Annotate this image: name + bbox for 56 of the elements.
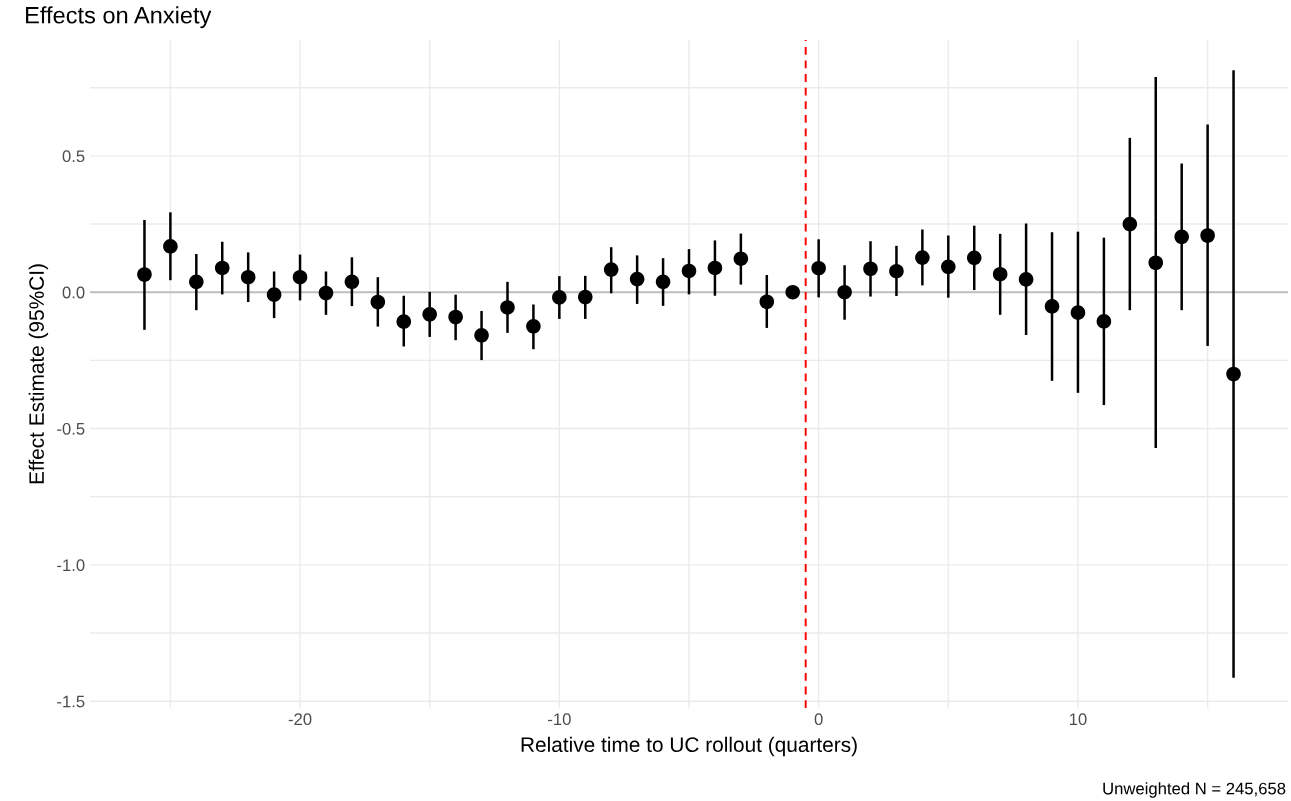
text: Unweighted N = 245,658 (1103, 782, 1286, 798)
y-tick-label: -1.5 (57, 695, 85, 708)
point (189, 274, 204, 290)
point (1044, 299, 1060, 314)
x-tick-label: 0 (814, 713, 823, 726)
point (941, 259, 956, 275)
point (1096, 314, 1112, 329)
y-axis-title: Effect Estimate (95%CI) (28, 264, 49, 484)
point (759, 294, 775, 310)
point (448, 309, 463, 325)
point (292, 269, 308, 285)
point (396, 314, 412, 329)
x-tick-label: 10 (1069, 713, 1087, 726)
point (811, 260, 826, 276)
point (1200, 228, 1215, 243)
point (500, 300, 515, 315)
point (889, 263, 904, 279)
point (1070, 305, 1086, 320)
point (552, 290, 567, 305)
point (163, 239, 178, 254)
point (1018, 272, 1034, 287)
point (1174, 229, 1189, 245)
point (837, 284, 852, 300)
point (214, 260, 230, 276)
point (733, 251, 749, 266)
point (137, 267, 152, 282)
point (474, 328, 489, 343)
point (344, 274, 360, 290)
point (266, 287, 282, 302)
x-axis-title: Relative time to UC rollout (quarters) (521, 736, 857, 757)
point (422, 307, 437, 322)
point (370, 294, 386, 310)
x-tick-label: -20 (288, 713, 312, 726)
point (318, 285, 334, 301)
point (1148, 255, 1164, 271)
point (526, 319, 541, 334)
point (863, 261, 878, 277)
point (785, 284, 801, 300)
point (1226, 366, 1241, 382)
y-tick-label: -1.0 (57, 559, 85, 572)
point (681, 263, 697, 279)
point (577, 289, 593, 305)
point (707, 260, 723, 276)
point (1122, 216, 1138, 232)
point (992, 266, 1008, 282)
y-tick-label: 0.0 (62, 286, 85, 299)
x-tick-label: -10 (548, 713, 571, 726)
y-tick-label: -0.5 (57, 422, 85, 435)
point (655, 274, 671, 290)
point (629, 271, 645, 287)
chart-title: Effects on Anxiety (26, 6, 212, 29)
point (603, 262, 619, 277)
point (240, 269, 256, 285)
y-tick-label: 0.5 (62, 150, 85, 163)
point (915, 250, 930, 265)
point (966, 250, 982, 266)
